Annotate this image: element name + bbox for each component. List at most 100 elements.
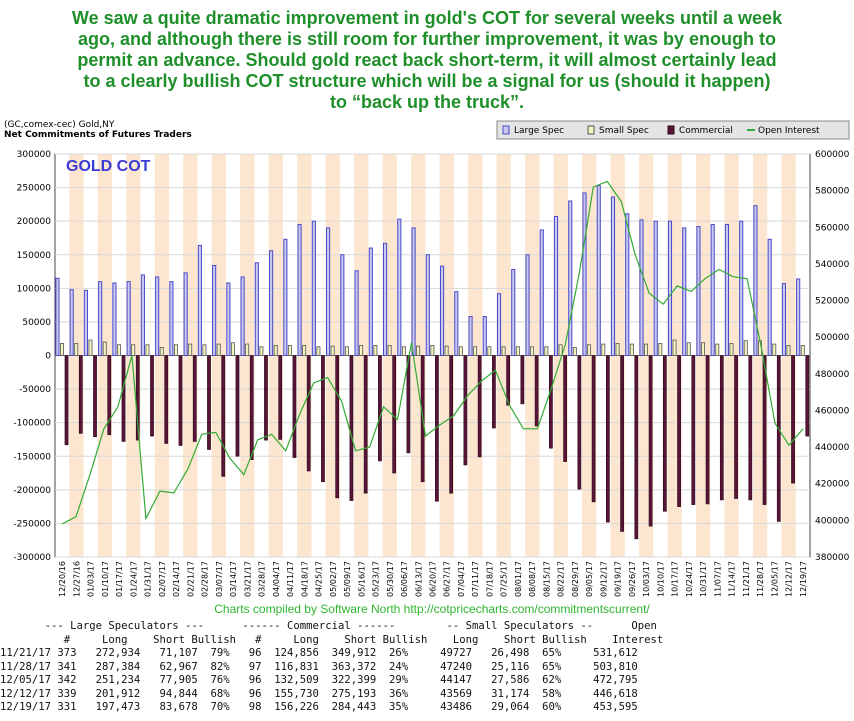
x-axis-label: 07/18/17 bbox=[485, 561, 494, 597]
large-spec-bar bbox=[311, 220, 316, 356]
left-axis-label: -250000 bbox=[13, 519, 51, 529]
large-spec-bar bbox=[354, 270, 359, 356]
legend-small-spec-label: Small Spec bbox=[599, 126, 649, 136]
right-axis-label: 580000 bbox=[815, 187, 850, 197]
left-axis-label: 50000 bbox=[22, 318, 51, 328]
right-axis-label: 460000 bbox=[815, 406, 850, 416]
legend-large-spec-label: Large Spec bbox=[514, 126, 564, 136]
large-spec-bar bbox=[169, 281, 174, 356]
x-axis-label: 05/30/17 bbox=[386, 561, 395, 597]
commercial-bar bbox=[449, 355, 454, 494]
large-spec-bar bbox=[69, 289, 74, 356]
left-axis-label: -100000 bbox=[13, 419, 51, 429]
small-spec-bar bbox=[188, 343, 193, 356]
x-axis-label: 10/24/17 bbox=[685, 561, 694, 597]
commercial-bar bbox=[705, 355, 710, 505]
large-spec-bar bbox=[140, 274, 145, 356]
small-spec-bar bbox=[145, 344, 150, 356]
commercial-bar bbox=[776, 355, 781, 522]
x-axis-label: 12/19/17 bbox=[799, 561, 808, 597]
commercial-bar bbox=[64, 355, 69, 446]
commercial-bar bbox=[791, 355, 795, 484]
commercial-bar bbox=[492, 355, 496, 429]
x-axis-label: 01/03/17 bbox=[87, 561, 96, 597]
x-axis-label: 11/21/17 bbox=[742, 561, 751, 597]
commercial-bar bbox=[321, 355, 325, 483]
x-axis-label: 04/25/17 bbox=[315, 561, 324, 597]
commercial-bar bbox=[221, 355, 226, 477]
large-spec-bar bbox=[326, 227, 331, 356]
x-axis-label: 03/07/17 bbox=[215, 561, 224, 597]
right-axis-label: 500000 bbox=[815, 333, 850, 343]
large-spec-bar bbox=[197, 244, 202, 356]
inset-title: GOLD COT bbox=[66, 158, 151, 175]
commercial-bar bbox=[306, 355, 311, 472]
large-spec-bar bbox=[511, 269, 516, 357]
large-spec-bar bbox=[454, 291, 459, 357]
x-axis-label: 10/17/17 bbox=[671, 561, 680, 597]
x-axis-label: 01/24/17 bbox=[129, 561, 138, 597]
chart-header-line2: Net Commitments of Futures Traders bbox=[4, 130, 192, 140]
large-spec-bar bbox=[212, 264, 217, 357]
x-axis-label: 04/04/17 bbox=[272, 561, 281, 597]
x-axis-label: 04/18/17 bbox=[300, 561, 309, 597]
large-spec-bar bbox=[425, 254, 430, 356]
cot-table: --- Large Speculators --- ------ Commerc… bbox=[0, 620, 854, 715]
x-axis-label: 04/11/17 bbox=[286, 561, 295, 597]
x-axis-label: 03/21/17 bbox=[243, 561, 252, 597]
legend-open-interest-label: Open Interest bbox=[758, 126, 820, 136]
right-axis-label: 540000 bbox=[815, 260, 850, 270]
left-axis-label: -300000 bbox=[13, 553, 51, 563]
x-axis-label: 06/20/17 bbox=[429, 561, 438, 597]
large-spec-bar bbox=[112, 282, 117, 356]
commercial-bar bbox=[563, 355, 567, 462]
right-axis-label: 380000 bbox=[815, 553, 850, 563]
large-spec-bar bbox=[739, 220, 744, 356]
commercial-bar bbox=[363, 355, 368, 494]
small-spec-bar bbox=[273, 345, 278, 356]
left-axis-label: 200000 bbox=[17, 217, 52, 227]
large-spec-bar bbox=[582, 192, 587, 356]
commercial-bar bbox=[605, 355, 610, 523]
right-axis-label: 480000 bbox=[815, 370, 850, 380]
commercial-bar bbox=[648, 355, 653, 527]
x-axis-label: 12/27/16 bbox=[72, 561, 81, 597]
commercial-bar bbox=[591, 355, 596, 503]
large-spec-bar bbox=[539, 229, 544, 356]
small-spec-bar bbox=[729, 343, 734, 356]
large-spec-bar bbox=[553, 215, 559, 356]
table-row: 12/05/17 342 251,234 77,905 76% 96 132,5… bbox=[0, 674, 638, 686]
small-spec-bar bbox=[515, 346, 520, 356]
x-axis-label: 08/15/17 bbox=[542, 561, 551, 597]
large-spec-bar bbox=[269, 250, 274, 356]
x-axis-label: 11/14/17 bbox=[728, 561, 737, 597]
commercial-bar bbox=[278, 355, 283, 440]
legend-small-spec-swatch bbox=[587, 125, 595, 135]
small-spec-bar bbox=[743, 340, 748, 356]
x-axis-label: 02/28/17 bbox=[201, 561, 210, 597]
headline-line: We saw a quite dramatic improvement in g… bbox=[71, 8, 783, 28]
large-spec-bar bbox=[568, 200, 573, 356]
commercial-bar bbox=[235, 355, 240, 457]
x-axis-label: 06/06/17 bbox=[400, 561, 409, 597]
table-row: 11/28/17 341 287,384 62,967 82% 97 116,8… bbox=[0, 660, 638, 673]
small-spec-bar bbox=[658, 343, 663, 356]
x-axis-label: 12/05/17 bbox=[770, 561, 779, 597]
large-spec-bar bbox=[155, 276, 160, 357]
small-spec-bar bbox=[701, 342, 705, 356]
small-spec-bar bbox=[444, 345, 449, 356]
small-spec-bar bbox=[587, 344, 592, 356]
small-spec-bar bbox=[216, 343, 221, 356]
commercial-bar bbox=[207, 355, 211, 450]
commercial-bar bbox=[378, 355, 382, 462]
commercial-bar bbox=[677, 355, 681, 507]
table-row: 12/19/17 331 197,473 83,678 70% 98 156,2… bbox=[0, 701, 638, 713]
credit-line: Charts compiled by Software North http:/… bbox=[214, 602, 650, 616]
commercial-bar bbox=[93, 355, 97, 438]
commercial-bar bbox=[662, 355, 667, 512]
commercial-bar bbox=[463, 355, 468, 466]
commercial-bar bbox=[406, 355, 411, 454]
large-spec-bar bbox=[610, 196, 616, 356]
table-header-1: --- Large Speculators --- ------ Commerc… bbox=[0, 620, 657, 632]
large-spec-bar bbox=[98, 281, 103, 356]
